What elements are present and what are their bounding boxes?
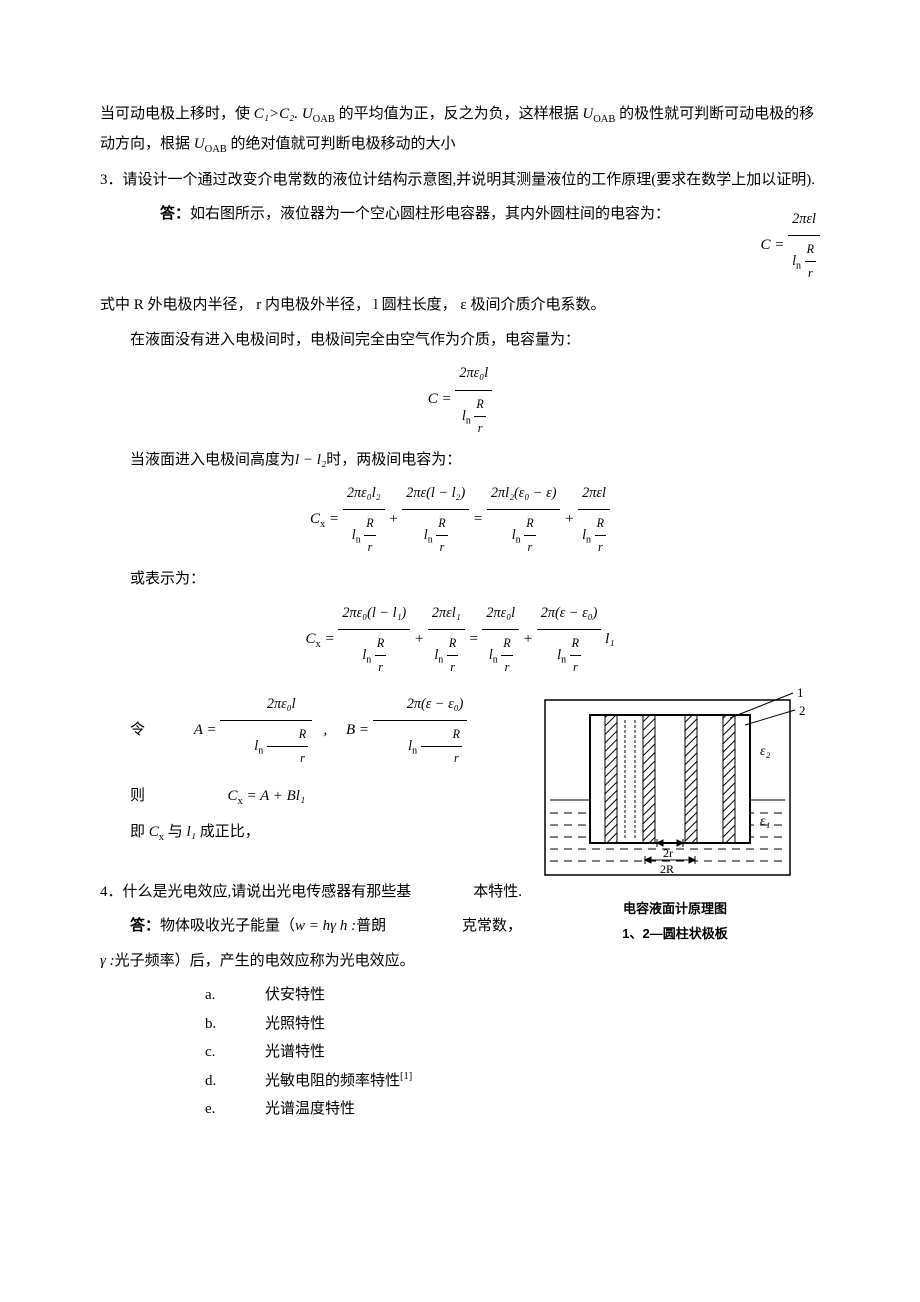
line-air: 在液面没有进入电极间时，电极间完全由空气作为介质，电容量为：: [100, 326, 820, 355]
figure-capacitor: 1 2 ε₂ ε₁ 2r 2R 电容液面计原理图 1、2—圆柱状极板: [530, 685, 820, 945]
line-l2: 当液面进入电极间高度为l − l₂时，两极间电容为：: [100, 446, 820, 475]
answer4-line2: γ :光子频率）后，产生的电效应称为光电效应。: [100, 947, 820, 976]
text: 当可动电极上移时，使: [100, 106, 254, 122]
u3: UOAB: [194, 136, 227, 152]
fig-eps1: ε₁: [760, 814, 770, 829]
fig-eps2: ε₂: [760, 744, 771, 759]
list-item: b.光照特性: [205, 1010, 820, 1039]
feature-list: a.伏安特性 b.光照特性 c.光谱特性 d.光敏电阻的频率特性[1] e.光谱…: [205, 981, 820, 1124]
list-item: a.伏安特性: [205, 981, 820, 1010]
line-R: 式中 R 外电极内半径， r 内电极外半径， l 圆柱长度， ε 极间介质介电系…: [100, 291, 820, 320]
formula-cx1: Cx = 2πε₀l₂ln Rr + 2πε(l − l₂)ln Rr = 2π…: [100, 480, 820, 559]
fig-2r: 2r: [663, 846, 673, 860]
figure-caption1: 电容液面计原理图: [530, 899, 820, 920]
or-line: 或表示为：: [100, 565, 820, 594]
formula-C-right: C = 2πεl ln Rr: [760, 206, 820, 285]
list-item: e.光谱温度特性: [205, 1095, 820, 1124]
t2: 的平均值为正，反之为负，这样根据: [335, 106, 583, 122]
list-item: c.光谱特性: [205, 1038, 820, 1067]
answer3-line1: 答：如右图所示，液位器为一个空心圆柱形电容器，其内外圆柱间的电容为：: [100, 200, 820, 229]
fig-label-2: 2: [799, 703, 806, 718]
list-item: d.光敏电阻的频率特性[1]: [205, 1067, 820, 1096]
formula-c0: C = 2πε₀l ln Rr: [100, 360, 820, 439]
formula-cx2: Cx = 2πε₀(l − l₁)ln Rr + 2πεl₁ln Rr = 2π…: [100, 600, 820, 679]
answer-label: 答：: [160, 206, 190, 222]
question3: 3．请设计一个通过改变介电常数的液位计结构示意图,并说明其测量液位的工作原理(要…: [100, 166, 820, 195]
capacitor-diagram-svg: 1 2 ε₂ ε₁ 2r 2R: [535, 685, 815, 885]
answer-label-4: 答：: [130, 918, 160, 934]
t4: 的绝对值就可判断电极移动的大小: [227, 136, 456, 152]
u1: UOAB: [302, 106, 335, 122]
para1: 当可动电极上移时，使 C₁>C₂. UOAB 的平均值为正，反之为负，这样根据 …: [100, 100, 820, 160]
answer3-block: C = 2πεl ln Rr 答：如右图所示，液位器为一个空心圆柱形电容器，其内…: [100, 200, 820, 291]
figure-caption2: 1、2—圆柱状极板: [530, 924, 820, 945]
fig-2R: 2R: [660, 862, 674, 876]
u2: UOAB: [582, 106, 615, 122]
cc: C₁>C₂.: [254, 106, 302, 122]
fig-label-1: 1: [797, 685, 804, 700]
